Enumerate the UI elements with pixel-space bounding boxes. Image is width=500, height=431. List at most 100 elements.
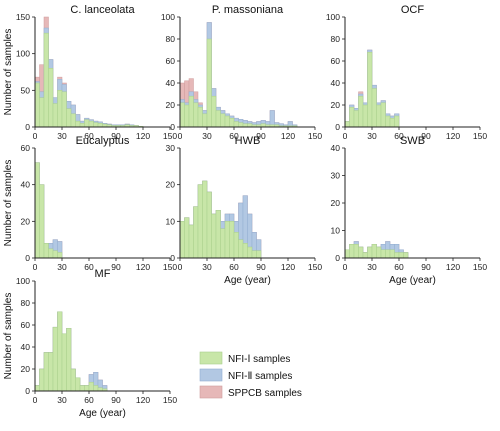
bar-nfi-1 — [97, 123, 103, 128]
bar-nfi-1 — [353, 244, 359, 259]
y-tick-label: 0 — [25, 122, 30, 132]
x-tick-label: 150 — [163, 131, 177, 141]
bar-nfi-1 — [358, 95, 364, 128]
x-tick-label: 90 — [111, 395, 121, 405]
bar-nfi-1 — [367, 246, 373, 259]
bar-nfi-1 — [389, 249, 395, 259]
bar-nfi-1 — [84, 385, 90, 392]
bar-nfi-1 — [358, 246, 364, 259]
x-axis-label: Age (year) — [224, 275, 271, 286]
bar-nfi-1 — [57, 311, 63, 392]
bar-nfi-1 — [52, 103, 58, 128]
bar-nfi-1 — [371, 88, 377, 128]
bar-nfi-1 — [39, 97, 45, 128]
x-axis-label: Age (year) — [79, 408, 126, 419]
bar-nfi-1 — [202, 113, 208, 128]
x-tick-label: 120 — [136, 131, 150, 141]
x-tick-label: 90 — [421, 262, 431, 272]
x-axis-label: Age (year) — [389, 275, 436, 286]
bar-nfi-1 — [188, 224, 194, 259]
x-tick-label: 90 — [256, 131, 266, 141]
y-axis-label: Number of samples — [3, 160, 14, 247]
x-tick-label: 150 — [163, 395, 177, 405]
bar-nfi-1 — [70, 368, 76, 392]
bar-nfi-1 — [224, 115, 230, 128]
x-tick-label: 60 — [229, 262, 239, 272]
bar-nfi-2 — [269, 110, 275, 128]
x-tick-label: 90 — [421, 131, 431, 141]
panel-ocf: 0 20 40 60 80 100 0 30 60 90 120 150 OCF — [326, 4, 488, 141]
bar-nfi-1 — [256, 250, 262, 259]
bar-nfi-1 — [43, 32, 49, 128]
y-tick-label: 20 — [21, 216, 31, 226]
y-tick-label: 20 — [331, 198, 341, 208]
x-tick-label: 120 — [136, 262, 150, 272]
legend-swatch-nfi-1 — [199, 351, 223, 365]
x-tick-label: 30 — [57, 395, 67, 405]
y-tick-label: 100 — [16, 276, 30, 286]
bar-nfi-1 — [88, 381, 94, 392]
bar-nfi-1 — [349, 106, 355, 128]
y-tick-label: 30 — [166, 143, 176, 153]
bar-nfi-1 — [70, 113, 76, 128]
bar-nfi-1 — [344, 249, 350, 259]
bar-nfi-1 — [376, 104, 382, 128]
y-tick-label: 50 — [21, 85, 31, 95]
bar-nfi-1 — [193, 206, 199, 259]
y-tick-label: 150 — [16, 12, 30, 22]
x-tick-label: 120 — [136, 395, 150, 405]
bar-nfi-1 — [344, 121, 350, 128]
bar-nfi-1 — [39, 368, 45, 392]
bar-nfi-1 — [371, 244, 377, 259]
y-tick-label: 0 — [170, 253, 175, 263]
y-tick-label: 100 — [16, 49, 30, 59]
y-tick-label: 40 — [331, 143, 341, 153]
y-tick-label: 10 — [331, 226, 341, 236]
bar-nfi-1 — [403, 252, 409, 259]
x-tick-label: 0 — [33, 131, 38, 141]
bar-nfi-1 — [179, 102, 185, 128]
x-tick-label: 60 — [84, 395, 94, 405]
y-tick-label: 80 — [21, 298, 31, 308]
y-tick-label: 80 — [166, 34, 176, 44]
panel-eucalyptus: 0 20 40 60 0 30 60 90 120 150 Eucalyptus Number of … — [3, 135, 177, 272]
y-tick-label: 40 — [166, 78, 176, 88]
bar-nfi-1 — [238, 239, 244, 259]
y-tick-label: 0 — [335, 122, 340, 132]
bar-nfi-1 — [188, 95, 194, 128]
panel-mf: 0 20 40 60 80 100 0 30 60 90 120 150 MF Number of sam… — [3, 268, 177, 419]
bar-nfi-1 — [349, 244, 355, 259]
bar-nfi-1 — [61, 91, 67, 128]
y-tick-label: 0 — [25, 253, 30, 263]
bar-nfi-1 — [362, 252, 368, 259]
bar-nfi-1 — [48, 68, 54, 128]
legend-swatch-sppcb — [199, 385, 223, 399]
bar-nfi-1 — [34, 82, 40, 128]
x-tick-label: 30 — [202, 131, 212, 141]
x-tick-label: 0 — [178, 262, 183, 272]
bar-nfi-1 — [43, 352, 49, 392]
x-tick-label: 60 — [394, 262, 404, 272]
y-tick-label: 60 — [331, 56, 341, 66]
panel-title: Eucalyptus — [76, 135, 130, 147]
bar-nfi-1 — [211, 213, 217, 259]
bar-nfi-1 — [394, 252, 400, 259]
legend-label: NFI-Ⅰ samples — [228, 354, 290, 365]
y-tick-label: 0 — [335, 253, 340, 263]
bar-nfi-1 — [57, 252, 63, 259]
bar-nfi-1 — [353, 110, 359, 128]
bar-nfi-1 — [39, 184, 45, 259]
bar-nfi-1 — [184, 217, 190, 259]
bar-nfi-1 — [242, 243, 248, 259]
x-tick-label: 60 — [394, 131, 404, 141]
x-tick-label: 30 — [202, 262, 212, 272]
bar-nfi-1 — [193, 102, 199, 128]
bar-nfi-1 — [215, 110, 221, 128]
bar-nfi-1 — [52, 250, 58, 259]
bar-nfi-1 — [197, 106, 203, 128]
bar-nfi-1 — [367, 51, 373, 128]
bar-nfi-1 — [211, 95, 217, 128]
y-tick-label: 20 — [21, 364, 31, 374]
